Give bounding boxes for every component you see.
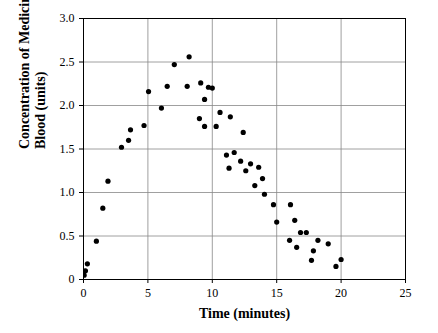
- svg-text:Time (minutes): Time (minutes): [199, 306, 290, 322]
- svg-text:15: 15: [271, 286, 283, 300]
- svg-text:2.0: 2.0: [60, 98, 75, 112]
- svg-text:5: 5: [145, 286, 151, 300]
- svg-text:25: 25: [400, 286, 412, 300]
- svg-text:0: 0: [69, 272, 75, 286]
- svg-text:10: 10: [206, 286, 218, 300]
- svg-text:0: 0: [81, 286, 87, 300]
- svg-text:0.5: 0.5: [60, 229, 75, 243]
- svg-text:1.0: 1.0: [60, 185, 75, 199]
- svg-text:2.5: 2.5: [60, 55, 75, 69]
- svg-text:1.5: 1.5: [60, 142, 75, 156]
- svg-text:3.0: 3.0: [60, 11, 75, 25]
- svg-text:20: 20: [335, 286, 347, 300]
- svg-text:Concentration of Medicine inBl: Concentration of Medicine inBlood (units…: [17, 0, 49, 149]
